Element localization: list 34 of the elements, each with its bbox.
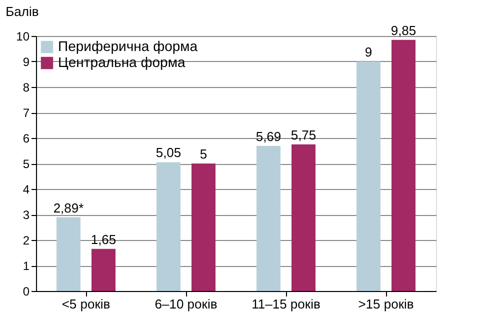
bar	[292, 144, 316, 291]
x-tick-label: 11–15 років	[252, 296, 320, 312]
y-tick-label: 6	[22, 132, 30, 146]
x-tick-label: 6–10 років	[154, 296, 218, 312]
legend-label: Центральна форма	[58, 54, 186, 70]
y-tick-label: 8	[22, 80, 30, 94]
data-label: 2,89*	[53, 200, 84, 216]
y-tick-label: 9	[22, 55, 30, 69]
bar	[356, 62, 380, 291]
x-tick-label: >15 років	[358, 296, 414, 312]
y-tick-label: 0	[22, 284, 30, 298]
y-tick-label: 7	[22, 106, 30, 120]
data-label: 5,75	[290, 127, 316, 142]
data-label: 1,65	[90, 232, 116, 247]
bar	[56, 217, 80, 291]
y-tick-label: 10	[16, 30, 30, 44]
x-tick-label: <5 років	[62, 296, 110, 312]
data-label: 5	[200, 146, 208, 162]
bar	[392, 40, 416, 291]
bar	[192, 164, 216, 291]
data-label: 5,69	[256, 128, 282, 144]
data-label: 9	[364, 44, 372, 60]
y-tick-label: 3	[22, 208, 30, 222]
data-label: 5,05	[156, 145, 182, 160]
y-tick-label: 4	[22, 182, 30, 196]
bar	[256, 146, 280, 291]
y-tick-label: 1	[22, 259, 30, 273]
data-label: 9,85	[390, 22, 416, 38]
y-tick-label: 5	[22, 157, 30, 171]
bar	[92, 248, 116, 291]
legend-label: Периферична форма	[58, 38, 198, 54]
bar	[156, 162, 180, 291]
y-axis-title: Балів	[6, 4, 39, 19]
y-tick-label: 2	[22, 234, 30, 248]
